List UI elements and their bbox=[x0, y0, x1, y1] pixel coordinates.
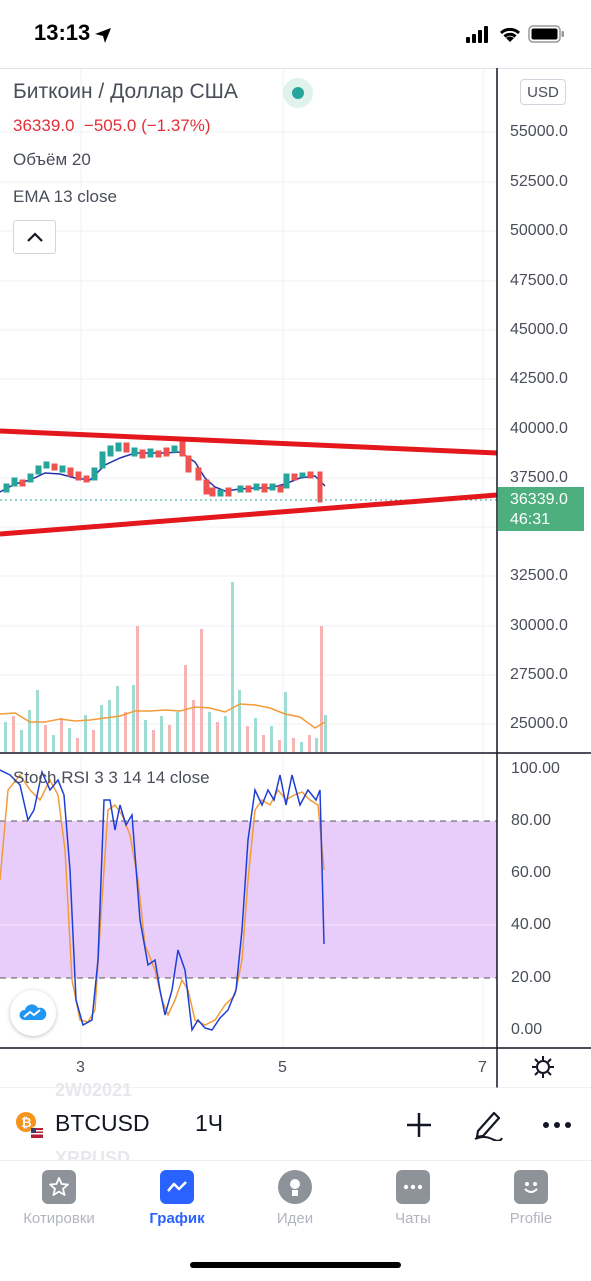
cloud-chart-icon bbox=[19, 1004, 47, 1020]
time-tick: 7 bbox=[478, 1059, 487, 1076]
tradingview-logo-button[interactable] bbox=[10, 990, 56, 1036]
svg-text:₿: ₿ bbox=[21, 1116, 32, 1131]
rsi-tick: 60.00 bbox=[511, 864, 552, 881]
price-tick: 25000.0 bbox=[510, 715, 568, 732]
price-tick: 32500.0 bbox=[510, 567, 568, 584]
chart-canvas[interactable] bbox=[0, 68, 591, 1088]
stoch-rsi-label[interactable]: Stoch RSI 3 3 14 14 close bbox=[13, 768, 210, 787]
symbol-selector[interactable]: BTCUSD bbox=[55, 1110, 150, 1136]
ema-line bbox=[0, 451, 326, 493]
more-options-icon[interactable] bbox=[542, 1120, 572, 1130]
bitcoin-usd-flag-icon: ₿ bbox=[16, 1112, 44, 1140]
price-tick: 45000.0 bbox=[510, 321, 568, 338]
upper-trendline[interactable] bbox=[0, 428, 498, 456]
tab-label: График bbox=[149, 1210, 205, 1227]
symbol-toolbar: ₿ bbox=[0, 1088, 591, 1160]
tab-label: Идеи bbox=[276, 1210, 314, 1227]
tab-label: Котировки bbox=[23, 1210, 95, 1227]
location-arrow-icon bbox=[95, 28, 111, 43]
price-change: 36339.0 −505.0 (−1.37%) bbox=[13, 116, 211, 135]
rsi-tick: 20.00 bbox=[511, 969, 552, 986]
rsi-tick: 40.00 bbox=[511, 916, 552, 933]
symbol-title: Биткоин / Доллар США bbox=[13, 80, 238, 103]
tab-profile[interactable]: Profile bbox=[472, 1170, 590, 1227]
chart-icon bbox=[160, 1170, 194, 1204]
stoch-rsi-k-line bbox=[0, 769, 325, 1033]
last-price-value: 36339.0 bbox=[510, 491, 568, 508]
status-time: 13:13 bbox=[34, 20, 91, 45]
time-tick: 5 bbox=[278, 1059, 287, 1076]
volume-bars bbox=[4, 582, 327, 752]
tab-ideas[interactable]: Идеи bbox=[236, 1170, 354, 1227]
lower-trendline[interactable] bbox=[0, 492, 498, 537]
drawing-pen-icon[interactable] bbox=[472, 1107, 504, 1141]
rsi-band bbox=[0, 821, 497, 978]
price-candles bbox=[3, 441, 323, 503]
tab-label: Чаты bbox=[395, 1210, 431, 1227]
currency-badge[interactable]: USD bbox=[520, 79, 566, 105]
battery-icon bbox=[528, 25, 564, 43]
rsi-tick: 0.00 bbox=[511, 1021, 543, 1038]
tab-quotes[interactable]: Котировки bbox=[0, 1170, 118, 1227]
home-indicator[interactable] bbox=[190, 1262, 401, 1268]
ghost-watchlist-item: 2W02021 bbox=[55, 1080, 133, 1100]
price-tick: 30000.0 bbox=[510, 617, 568, 634]
chevron-up-icon bbox=[27, 232, 43, 242]
volume-indicator-label[interactable]: Объём 20 bbox=[13, 150, 91, 169]
price-tick: 37500.0 bbox=[510, 469, 568, 486]
chart-settings-gear-icon[interactable] bbox=[531, 1055, 555, 1079]
rsi-tick: 100.00 bbox=[511, 760, 560, 777]
smile-icon bbox=[514, 1170, 548, 1204]
chat-icon bbox=[396, 1170, 430, 1204]
ema-indicator-label[interactable]: EMA 13 close bbox=[13, 187, 117, 206]
tab-label: Profile bbox=[509, 1210, 553, 1227]
price-tick: 50000.0 bbox=[510, 222, 568, 239]
lightbulb-icon bbox=[278, 1170, 312, 1204]
price-tick: 47500.0 bbox=[510, 272, 568, 289]
candle-countdown: 46:31 bbox=[510, 511, 551, 528]
star-icon bbox=[42, 1170, 76, 1204]
tab-chats[interactable]: Чаты bbox=[354, 1170, 472, 1227]
price-tick: 27500.0 bbox=[510, 666, 568, 683]
time-tick: 3 bbox=[76, 1059, 85, 1076]
rsi-tick: 80.00 bbox=[511, 812, 552, 829]
stoch-rsi-d-line bbox=[0, 773, 325, 1026]
signal-icon bbox=[466, 26, 488, 43]
status-bar: 13:13 bbox=[0, 0, 591, 68]
interval-selector[interactable]: 1Ч bbox=[195, 1110, 224, 1136]
price-tick: 40000.0 bbox=[510, 420, 568, 437]
last-price-tag: 36339.0 46:31 bbox=[498, 487, 584, 531]
price-tick: 42500.0 bbox=[510, 370, 568, 387]
tab-chart[interactable]: График bbox=[118, 1170, 236, 1227]
add-plus-icon[interactable] bbox=[405, 1111, 433, 1139]
volume-ma-line bbox=[0, 703, 326, 729]
price-tick: 52500.0 bbox=[510, 173, 568, 190]
wifi-icon bbox=[499, 27, 521, 42]
market-open-dot bbox=[292, 87, 304, 99]
price-tick: 55000.0 bbox=[510, 123, 568, 140]
collapse-legend-button[interactable] bbox=[13, 220, 56, 254]
